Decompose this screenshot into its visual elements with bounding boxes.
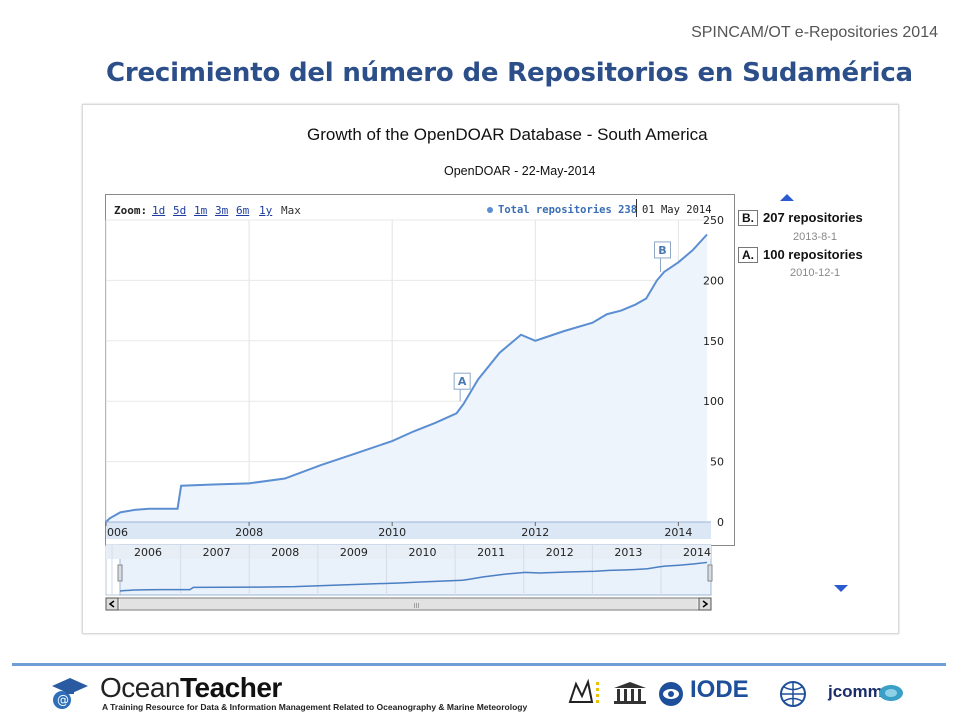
jcomm-globe-icon <box>879 685 903 701</box>
date-separator <box>636 199 637 217</box>
flemish-lion-icon <box>568 678 599 703</box>
oceanteacher-logo-icon: @ <box>52 678 88 709</box>
navigator-year-label: 2011 <box>477 546 505 559</box>
annotation-a: A. 100 repositories <box>738 247 863 263</box>
navigator-year-label: 2012 <box>546 546 574 559</box>
x-tick-label: 2012 <box>521 526 549 539</box>
footer-divider <box>12 663 946 666</box>
annotation-b: B. 207 repositories <box>738 210 863 226</box>
brand-ocean: Ocean <box>100 672 181 703</box>
zoom-5d-link[interactable]: 5d <box>173 204 187 217</box>
navigator-right-handle[interactable] <box>707 564 713 582</box>
x-tick-label: 006 <box>107 526 128 539</box>
scrollbar-left-button[interactable] <box>105 597 119 611</box>
oceanteacher-brand: OceanTeacher <box>100 672 282 704</box>
main-chart-svg: 0 50 100 150 200 250 006 2008 2010 2012 2014 A B 2006… <box>105 214 724 611</box>
annotation-a-date: 2010-12-1 <box>790 267 841 279</box>
navigator-year-label: 2014 <box>683 546 711 559</box>
annotation-a-marker: A. <box>738 247 758 263</box>
zoom-1d-link[interactable]: 1d <box>152 204 166 217</box>
chart-toolbar: Zoom: 1d 5d 1m 3m 6m 1y Max Total reposi… <box>106 195 734 221</box>
flag-b-box[interactable] <box>653 241 671 259</box>
navigator-series-line <box>119 561 708 592</box>
flag-a-label: A <box>458 375 467 388</box>
navigator-year-label: 2007 <box>203 546 231 559</box>
navigator-left-handle[interactable] <box>117 564 123 582</box>
chart-subtitle: OpenDOAR - 22-May-2014 <box>444 164 596 178</box>
y-tick-label: 150 <box>703 335 724 348</box>
scrollbar-grip: III <box>413 602 419 610</box>
annotation-b-text: 207 repositories <box>763 210 863 225</box>
oceanteacher-tagline: A Training Resource for Data & Informati… <box>102 702 528 712</box>
navigator-year-label: 2008 <box>271 546 299 559</box>
brand-teacher: Teacher <box>180 672 282 703</box>
zoom-max-option[interactable]: Max <box>281 204 301 217</box>
y-tick-label: 200 <box>703 274 724 287</box>
legend-dot-icon <box>487 207 493 213</box>
slide-title: Crecimiento del número de Repositorios e… <box>106 58 913 88</box>
annotation-b-marker: B. <box>738 210 758 226</box>
x-tick-label: 2008 <box>235 526 263 539</box>
x-axis-band <box>106 522 711 539</box>
flag-b-label: B <box>658 244 666 257</box>
zoom-1y-link[interactable]: 1y <box>259 204 273 217</box>
legend-series-label[interactable]: Total repositories 238 <box>498 204 638 216</box>
series-area <box>106 234 707 522</box>
scroll-up-arrow-icon[interactable] <box>780 194 794 201</box>
series-line[interactable] <box>105 233 708 523</box>
footer-bar <box>32 668 922 720</box>
x-tick-label: 2014 <box>664 526 692 539</box>
iode-logo: IODE <box>690 676 749 703</box>
y-tick-label: 50 <box>710 456 724 469</box>
zoom-1m-link[interactable]: 1m <box>194 204 208 217</box>
navigator-year-label: 2006 <box>134 546 162 559</box>
y-tick-label: 0 <box>717 516 724 529</box>
ioc-eye-icon <box>659 682 683 706</box>
scrollbar-right-button[interactable] <box>698 597 712 611</box>
y-tick-label: 100 <box>703 395 724 408</box>
y-tick-label: 250 <box>703 214 724 227</box>
navigator-year-label: 2010 <box>409 546 437 559</box>
zoom-label: Zoom: <box>114 204 148 217</box>
flag-a-box[interactable] <box>453 372 471 390</box>
scroll-left-chevron-icon <box>108 600 115 608</box>
jcomm-logo: jcomm <box>828 682 883 701</box>
header-tag: SPINCAM/OT e-Repositories 2014 <box>691 24 938 41</box>
svg-text:@: @ <box>57 693 69 707</box>
unesco-temple-icon <box>614 682 646 704</box>
navigator-year-label: 2013 <box>614 546 642 559</box>
zoom-6m-link[interactable]: 6m <box>236 204 250 217</box>
scroll-down-arrow-icon[interactable] <box>834 585 848 592</box>
annotation-b-date: 2013-8-1 <box>793 231 838 243</box>
zoom-3m-link[interactable]: 3m <box>215 204 229 217</box>
wmo-globe-icon <box>780 681 806 707</box>
chart-title: Growth of the OpenDOAR Database - South … <box>307 125 708 144</box>
navigator-year-label: 2009 <box>340 546 368 559</box>
chart-frame: Growth of the OpenDOAR Database - South … <box>82 104 899 634</box>
navigator-year-band <box>106 545 711 559</box>
scroll-right-chevron-icon <box>702 600 709 608</box>
scrollbar-thumb[interactable] <box>120 599 697 609</box>
x-tick-label: 2010 <box>378 526 406 539</box>
date-readout: 01 May 2014 <box>642 204 712 216</box>
annotation-a-text: 100 repositories <box>763 247 863 262</box>
